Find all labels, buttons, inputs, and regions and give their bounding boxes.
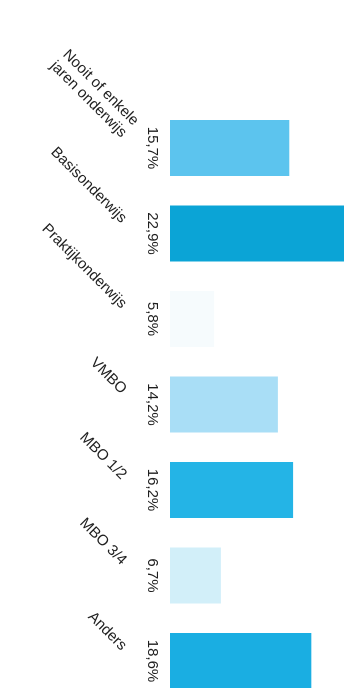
category-label-5: MBO 3/4 [76, 514, 130, 568]
category-label-line: Basisonderwijs [47, 144, 130, 227]
value-label-2: 5,8% [144, 302, 161, 336]
category-label-6: Anders [85, 608, 131, 654]
category-label-4: MBO 1/2 [76, 429, 130, 483]
bar-0 [170, 120, 290, 176]
bar-4 [170, 462, 294, 518]
value-label-5: 6,7% [144, 558, 161, 592]
bar-6 [170, 633, 312, 688]
category-label-line: MBO 3/4 [76, 514, 130, 568]
category-label-line: Anders [85, 608, 131, 654]
bar-5 [170, 547, 221, 604]
category-label-line: VMBO [87, 354, 130, 397]
category-label-3: VMBO [87, 354, 130, 397]
value-label-6: 18,6% [144, 640, 161, 683]
bar-2 [170, 291, 215, 347]
category-label-1: Basisonderwijs [47, 144, 130, 227]
value-label-1: 22,9% [144, 212, 161, 255]
bar-3 [170, 376, 278, 433]
category-label-0: Nooit of enkelejaren onderwijs [46, 45, 142, 141]
category-label-2: Praktijkonderwijs [39, 220, 131, 312]
category-label-line: Praktijkonderwijs [39, 220, 131, 312]
value-label-3: 14,2% [144, 383, 161, 426]
value-label-4: 16,2% [144, 469, 161, 512]
bar-1 [170, 205, 344, 262]
value-label-0: 15,7% [144, 127, 161, 170]
category-label-line: MBO 1/2 [76, 429, 130, 483]
